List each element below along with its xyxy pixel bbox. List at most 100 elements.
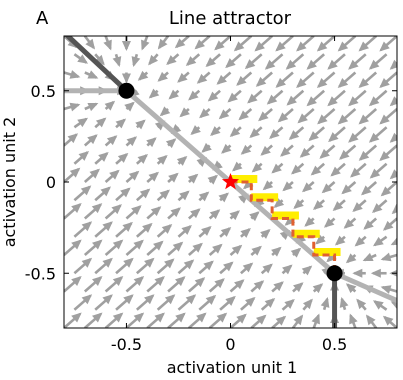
field-arrow-head xyxy=(175,312,186,323)
field-arrow-head xyxy=(111,204,122,215)
field-arrow xyxy=(260,297,276,311)
field-arrow xyxy=(141,36,150,51)
field-arrow-head xyxy=(218,192,229,203)
field-arrow xyxy=(250,280,265,293)
field-arrow-head xyxy=(293,199,304,210)
field-arrow-head xyxy=(358,114,369,125)
fixed-point xyxy=(326,265,343,282)
field-arrow xyxy=(280,144,294,157)
field-arrow xyxy=(369,162,388,179)
field-arrow xyxy=(348,126,367,143)
field-arrow xyxy=(221,143,232,154)
field-arrow-head xyxy=(380,252,392,262)
field-arrow-head xyxy=(112,312,124,323)
field-arrow xyxy=(370,268,387,278)
field-arrow-head xyxy=(223,261,234,272)
field-arrow xyxy=(255,71,273,87)
field-arrow-head xyxy=(249,211,260,222)
field-arrow-head xyxy=(157,38,168,50)
field-arrow xyxy=(291,162,305,175)
field-arrow-head xyxy=(133,239,144,250)
field-arrow xyxy=(358,71,378,89)
field-arrow-head xyxy=(297,113,308,124)
field-arrow-head xyxy=(159,189,170,200)
field-arrow xyxy=(358,144,378,161)
field-arrow xyxy=(339,144,357,160)
field-arrow-head xyxy=(327,96,338,107)
field-arrow-head xyxy=(277,112,289,123)
field-arrow-head xyxy=(142,222,153,233)
field-arrow-head xyxy=(139,188,151,199)
field-arrow xyxy=(218,108,232,120)
field-arrow xyxy=(137,70,149,81)
field-arrow-head xyxy=(106,135,118,146)
field-arrow-head xyxy=(122,221,133,232)
field-arrow-head xyxy=(249,128,260,139)
start-marker xyxy=(221,173,240,190)
field-arrow-head xyxy=(370,268,381,278)
field-arrow-head xyxy=(220,226,232,237)
field-arrow-head xyxy=(87,70,99,79)
field-arrow xyxy=(168,89,180,100)
field-arrow xyxy=(266,89,284,105)
field-arrow xyxy=(125,312,145,328)
x-tick-label: 0 xyxy=(225,335,235,354)
field-arrow-head xyxy=(168,89,179,100)
field-arrow-head xyxy=(236,313,247,324)
field-arrow xyxy=(83,312,103,328)
field-arrow-head xyxy=(229,210,240,221)
field-arrow xyxy=(135,188,151,202)
field-arrow-head xyxy=(91,203,103,214)
field-arrow xyxy=(156,294,176,311)
field-arrow-head xyxy=(123,294,134,305)
field-arrow xyxy=(232,161,243,172)
field-arrow xyxy=(327,89,346,107)
field-arrow xyxy=(94,186,111,202)
field-arrow xyxy=(73,221,93,238)
field-arrow xyxy=(104,100,116,111)
field-arrow-head xyxy=(296,41,307,52)
field-arrow xyxy=(146,137,157,148)
field-arrow xyxy=(251,162,263,173)
field-arrow-head xyxy=(146,137,157,148)
field-arrow xyxy=(240,227,251,238)
field-arrow xyxy=(319,144,336,159)
field-arrow-head xyxy=(164,294,176,305)
field-arrow-head xyxy=(133,312,145,323)
field-arrow xyxy=(316,71,336,89)
field-arrow xyxy=(176,155,188,166)
field-arrow xyxy=(104,169,120,183)
field-arrow xyxy=(371,199,388,214)
markers xyxy=(118,82,343,282)
field-arrow-head xyxy=(284,298,295,309)
field-arrow xyxy=(379,36,397,52)
field-arrow xyxy=(379,144,397,162)
field-arrow-head xyxy=(168,172,179,183)
field-arrow xyxy=(146,275,165,293)
field-arrow-head xyxy=(312,283,324,294)
field-arrow xyxy=(194,36,211,50)
field-arrow xyxy=(389,59,397,70)
field-arrow xyxy=(240,262,254,275)
field-arrow-head xyxy=(117,152,129,163)
field-arrow-head xyxy=(348,96,359,107)
field-arrow-head xyxy=(196,73,208,84)
field-arrow-head xyxy=(379,151,390,162)
field-arrow-head xyxy=(190,208,201,219)
field-arrow-head xyxy=(332,201,344,212)
field-arrow-head xyxy=(306,59,317,70)
field-arrow xyxy=(208,312,228,328)
field-arrow xyxy=(94,294,113,311)
field-arrow xyxy=(188,89,201,101)
field-arrow-head xyxy=(311,313,320,325)
field-arrow xyxy=(275,36,294,52)
field-arrow xyxy=(379,71,397,89)
field-arrow-head xyxy=(269,129,280,140)
field-arrow-head xyxy=(103,39,112,51)
field-arrow xyxy=(83,134,98,147)
field-arrow-head xyxy=(141,39,150,51)
field-arrow-head xyxy=(81,257,93,268)
field-arrow xyxy=(115,187,131,202)
field-arrow xyxy=(148,53,159,66)
field-arrow xyxy=(382,217,397,231)
